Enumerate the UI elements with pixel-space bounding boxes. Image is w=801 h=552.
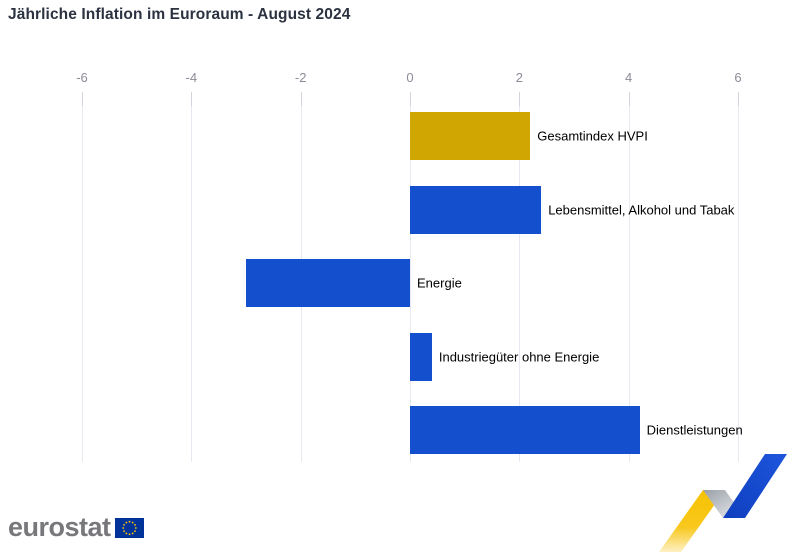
bar-label: Gesamtindex HVPI [537, 128, 648, 144]
bar-energie[interactable] [246, 259, 410, 307]
bar-label: Energie [417, 275, 462, 291]
x-axis-tick-label: -2 [294, 70, 307, 85]
gridline-x-0 [410, 92, 411, 462]
x-axis-tick-label: -6 [76, 70, 88, 85]
eurostat-logo-text: eurostat [8, 512, 111, 542]
x-axis-tick [519, 92, 521, 106]
x-axis-tick [628, 92, 630, 106]
x-axis-tick [300, 92, 302, 106]
gridline-x-4 [628, 92, 630, 462]
x-axis-tick [738, 92, 739, 106]
x-axis-tick-label: 4 [625, 70, 633, 85]
x-axis-tick-label: 2 [515, 70, 523, 85]
x-axis-tick [191, 92, 193, 106]
x-axis-tick-label: 0 [406, 70, 414, 85]
bar-gesamtindex-hvpi[interactable] [410, 112, 531, 160]
eurostat-logo: eurostat [8, 514, 144, 541]
chart-title: Jährliche Inflation im Euroraum - August… [8, 6, 351, 23]
gridline-x-6 [738, 92, 739, 462]
eurostat-ribbon-graphic [659, 454, 787, 552]
eu-flag-icon [114, 517, 144, 538]
x-axis-tick [82, 92, 83, 106]
bar-lebensmittel-alkohol-und-tabak[interactable] [410, 185, 542, 234]
bar-industriegüter-ohne-energie[interactable] [410, 332, 432, 381]
bar-label: Lebensmittel, Alkohol und Tabak [548, 202, 735, 217]
bar-label: Dienstleistungen [646, 422, 743, 438]
bar-label: Industriegüter ohne Energie [438, 349, 600, 364]
gridline-x--6 [82, 92, 83, 462]
gridline-x--4 [191, 92, 193, 462]
x-axis-tick-label: -4 [185, 70, 198, 85]
bar-dienstleistungen[interactable] [410, 406, 640, 454]
x-axis-tick [410, 92, 411, 106]
gridline-x-2 [519, 92, 521, 462]
x-axis-tick-label: 6 [734, 70, 742, 85]
